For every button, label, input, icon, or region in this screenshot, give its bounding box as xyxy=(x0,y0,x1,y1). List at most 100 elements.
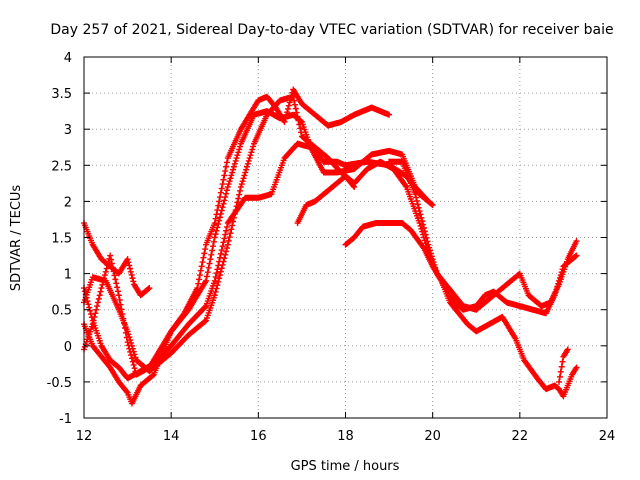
data-point xyxy=(127,268,134,275)
data-point xyxy=(298,129,305,136)
data-point xyxy=(216,275,223,282)
data-point xyxy=(224,183,231,190)
data-point xyxy=(386,111,393,118)
data-point xyxy=(117,301,124,308)
data-point xyxy=(195,280,202,287)
data-point xyxy=(212,288,219,295)
data-point xyxy=(557,368,564,375)
data-point xyxy=(230,214,237,221)
data-point xyxy=(220,200,227,207)
data-point xyxy=(428,253,435,260)
data-point xyxy=(285,102,292,109)
data-point xyxy=(217,210,224,217)
data-point xyxy=(415,204,422,211)
data-point xyxy=(573,364,580,371)
data-point xyxy=(130,348,137,355)
data-point xyxy=(244,163,251,170)
data-point xyxy=(551,292,558,299)
data-point xyxy=(218,265,225,272)
data-point xyxy=(201,250,208,257)
data-point xyxy=(211,234,218,241)
data-point xyxy=(203,273,210,280)
data-point xyxy=(250,143,257,150)
data-point xyxy=(94,299,101,306)
data-point xyxy=(85,301,92,308)
data-point xyxy=(417,211,424,218)
data-point xyxy=(556,373,563,380)
data-point xyxy=(228,226,235,233)
data-point xyxy=(203,277,210,284)
data-point xyxy=(127,337,134,344)
data-point xyxy=(217,268,224,275)
series-trace xyxy=(296,174,355,224)
data-point xyxy=(204,269,211,276)
data-point xyxy=(564,346,571,353)
data-point xyxy=(248,149,255,156)
data-point xyxy=(124,328,131,335)
data-point xyxy=(428,201,435,208)
data-point xyxy=(236,191,243,198)
data-point xyxy=(132,354,139,361)
data-point xyxy=(88,314,95,321)
data-point xyxy=(241,172,248,179)
data-point xyxy=(223,227,230,234)
data-point xyxy=(215,278,222,285)
data-point xyxy=(229,169,236,176)
data-point xyxy=(215,202,222,209)
data-point xyxy=(205,264,212,271)
data-point xyxy=(213,227,220,234)
x-tick-label: 16 xyxy=(250,429,267,444)
data-point xyxy=(218,185,225,192)
data-point xyxy=(427,250,434,257)
data-point xyxy=(249,146,256,153)
y-tick-label: 4 xyxy=(64,51,72,66)
data-point xyxy=(226,178,233,185)
data-point xyxy=(212,215,219,222)
data-point xyxy=(110,268,117,275)
data-point xyxy=(413,194,420,201)
data-point xyxy=(297,125,304,132)
data-point xyxy=(128,352,135,359)
data-point xyxy=(219,243,226,250)
data-point xyxy=(130,278,137,285)
data-point xyxy=(295,117,302,124)
data-point xyxy=(101,272,108,279)
data-point xyxy=(221,255,228,262)
data-point xyxy=(197,267,204,274)
data-point xyxy=(217,250,224,257)
data-point xyxy=(211,220,218,227)
data-point xyxy=(202,303,209,310)
data-point xyxy=(229,222,236,229)
data-point xyxy=(216,198,223,205)
data-point xyxy=(213,285,220,292)
data-point xyxy=(232,157,239,164)
data-point xyxy=(127,265,134,272)
data-point xyxy=(402,182,409,189)
data-point xyxy=(231,160,238,167)
data-point xyxy=(196,276,203,283)
data-point xyxy=(216,272,223,279)
data-point xyxy=(230,218,237,225)
data-point xyxy=(426,244,433,251)
y-tick-label: 1.5 xyxy=(51,232,72,247)
data-point xyxy=(425,198,432,205)
data-point xyxy=(129,345,136,352)
data-point xyxy=(290,93,297,100)
y-axis-label: SDTVAR / TECUs xyxy=(9,185,24,292)
y-axis: -1 -0.5 0 0.5 1 1.5 2 2.5 3 3.5 4 xyxy=(47,51,607,427)
data-point xyxy=(423,234,430,241)
data-point xyxy=(422,231,429,238)
y-tick-label: 3 xyxy=(64,123,72,138)
data-point xyxy=(228,172,235,179)
data-point xyxy=(103,265,110,272)
data-point xyxy=(220,258,227,265)
data-point xyxy=(217,189,224,196)
x-axis: 12 14 16 18 20 22 24 xyxy=(76,57,615,444)
data-point xyxy=(92,310,99,317)
data-point xyxy=(129,275,136,282)
data-point xyxy=(196,272,203,279)
data-point xyxy=(414,201,421,208)
data-point xyxy=(107,252,114,259)
data-point xyxy=(129,358,136,365)
